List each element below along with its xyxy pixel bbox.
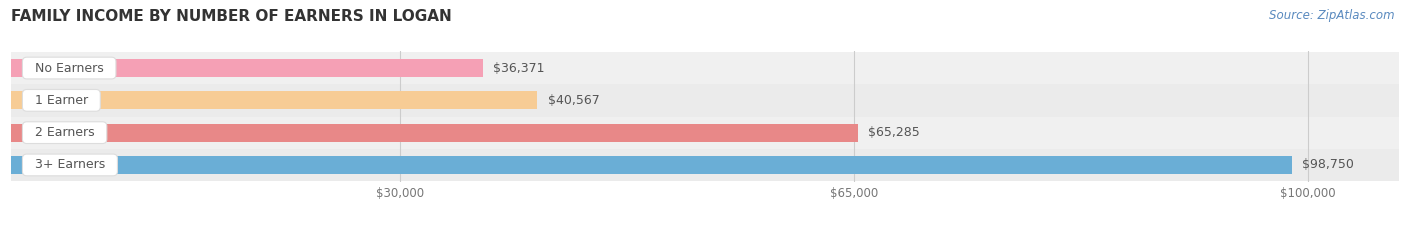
Text: $40,567: $40,567 (548, 94, 599, 107)
Text: Source: ZipAtlas.com: Source: ZipAtlas.com (1270, 9, 1395, 22)
Text: $98,750: $98,750 (1302, 158, 1354, 171)
Bar (11, 116, 1399, 149)
Text: 3+ Earners: 3+ Earners (27, 158, 112, 171)
Text: 1 Earner: 1 Earner (27, 94, 96, 107)
Bar (11, 92, 537, 109)
Text: No Earners: No Earners (27, 62, 111, 75)
Bar (11, 52, 1399, 84)
Text: 2 Earners: 2 Earners (27, 126, 103, 139)
Bar (11, 124, 858, 141)
Text: $36,371: $36,371 (494, 62, 546, 75)
Text: FAMILY INCOME BY NUMBER OF EARNERS IN LOGAN: FAMILY INCOME BY NUMBER OF EARNERS IN LO… (11, 9, 451, 24)
Bar (11, 84, 1399, 116)
Bar (11, 59, 482, 77)
Text: $65,285: $65,285 (869, 126, 920, 139)
Bar (11, 149, 1399, 181)
Bar (11, 156, 1292, 174)
